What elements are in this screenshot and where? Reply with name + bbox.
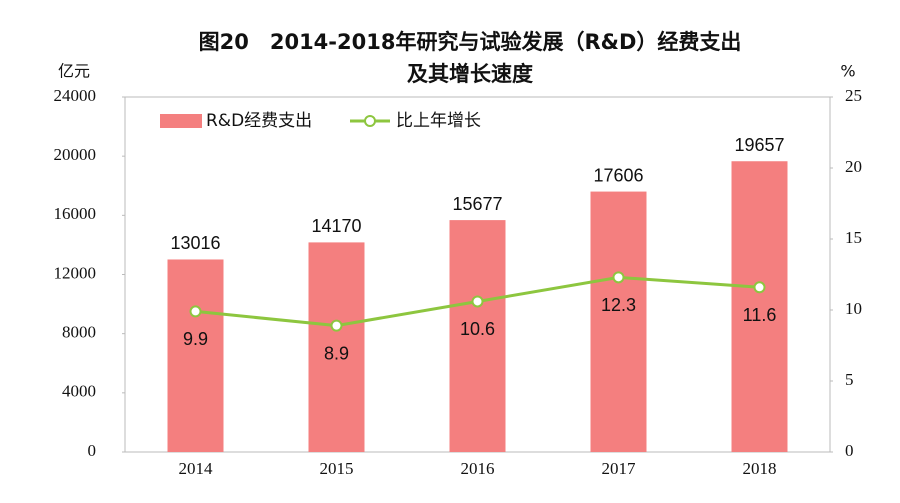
bar [449, 220, 506, 452]
y2-tick-label: 20 [845, 157, 862, 176]
line-marker [330, 319, 343, 332]
value-label: 15677 [452, 194, 502, 214]
line-marker [189, 305, 202, 318]
value-label: 14170 [311, 216, 361, 236]
y-tick-label: 8000 [62, 323, 96, 342]
y-tick-label: 20000 [54, 145, 97, 164]
y-axis-label: 亿元 [58, 62, 90, 81]
value-label: 12.3 [601, 295, 636, 315]
legend-label: R&D经费支出 [206, 111, 312, 131]
y-tick-label: 24000 [54, 86, 97, 105]
value-label: 13016 [170, 233, 220, 253]
line-marker [612, 271, 625, 284]
legend-label: 比上年增长 [396, 111, 481, 131]
y-tick-label: 16000 [54, 204, 97, 223]
y2-axis-label: % [840, 62, 855, 81]
y-tick-label: 4000 [62, 382, 96, 401]
y-tick-label: 0 [88, 441, 97, 460]
legend-swatch [364, 115, 376, 127]
x-tick-label: 2015 [320, 459, 354, 478]
y2-tick-label: 5 [845, 370, 854, 389]
y2-tick-label: 0 [845, 441, 854, 460]
chart-title: 图20 2014-2018年研究与试验发展（R&D）经费支出 [199, 30, 742, 54]
bar [731, 161, 788, 452]
x-tick-label: 2014 [179, 459, 214, 478]
y2-tick-label: 10 [845, 299, 862, 318]
value-label: 8.9 [324, 343, 349, 363]
bar [590, 191, 647, 452]
y-tick-label: 12000 [54, 263, 97, 282]
value-label: 11.6 [743, 305, 777, 325]
value-label: 19657 [734, 135, 784, 155]
legend-swatch [160, 114, 202, 128]
value-label: 17606 [593, 165, 643, 185]
line-marker [753, 281, 766, 294]
value-label: 10.6 [460, 319, 495, 339]
line-marker [471, 295, 484, 308]
bar [308, 242, 365, 452]
bar [167, 259, 224, 452]
y2-tick-label: 25 [845, 86, 862, 105]
chart-title: 及其增长速度 [407, 62, 533, 86]
x-tick-label: 2016 [461, 459, 495, 478]
value-label: 9.9 [183, 329, 208, 349]
x-tick-label: 2017 [602, 459, 637, 478]
x-tick-label: 2018 [743, 459, 777, 478]
y2-tick-label: 15 [845, 228, 862, 247]
